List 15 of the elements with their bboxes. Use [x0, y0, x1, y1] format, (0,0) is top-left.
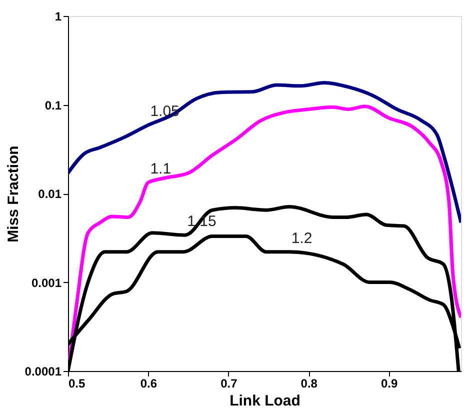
y-tick-label: 0.1 — [44, 98, 62, 112]
y-axis-title: Miss Fraction — [4, 146, 22, 242]
y-tick-label: 0.0001 — [24, 364, 62, 378]
y-tick-label: 1 — [54, 10, 62, 24]
y-tick-label: 0.01 — [38, 187, 62, 201]
x-tick-label: 0.9 — [380, 376, 398, 390]
line-series — [68, 80, 461, 224]
x-tick-label: 0.8 — [300, 376, 318, 390]
x-tick-label: 0.5 — [68, 376, 86, 390]
x-tick-label: 0.6 — [140, 376, 158, 390]
annotation: 1.1 — [150, 160, 172, 178]
annotation: 1.2 — [291, 230, 312, 247]
x-tick-label: 0.7 — [220, 376, 238, 390]
y-tick-label: 0.001 — [31, 276, 62, 290]
x-axis-title: Link Load — [230, 392, 300, 410]
